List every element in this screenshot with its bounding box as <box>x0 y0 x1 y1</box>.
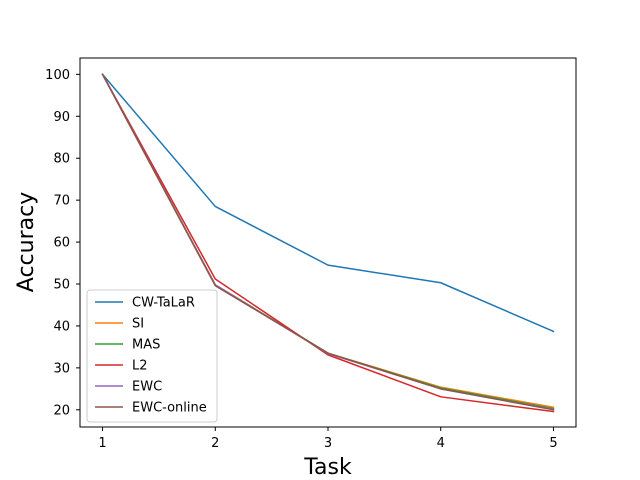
x-tick-label: 5 <box>549 436 557 451</box>
series-lines <box>101 73 555 413</box>
series-line-ewc-online <box>101 73 555 411</box>
x-axis-ticks: 1 2 3 4 5 <box>98 427 558 451</box>
y-tick-label: 70 <box>53 194 70 209</box>
y-tick-label: 90 <box>53 110 70 125</box>
legend-label: CW-TaLaR <box>132 296 195 311</box>
legend-label: MAS <box>132 338 160 353</box>
y-tick-label: 30 <box>53 361 70 376</box>
series-line-cw-talar <box>101 73 555 333</box>
y-tick-label: 60 <box>53 236 70 251</box>
y-axis-title: Accuracy <box>14 192 39 292</box>
x-tick-label: 2 <box>211 436 219 451</box>
x-axis-title: Task <box>303 455 352 480</box>
legend-label: L2 <box>132 359 148 374</box>
x-tick-label: 3 <box>324 436 332 451</box>
y-axis-ticks: 20 30 40 50 60 70 80 90 100 <box>45 68 80 418</box>
y-tick-label: 100 <box>45 68 70 83</box>
legend-label: EWC-online <box>132 401 207 416</box>
y-tick-label: 80 <box>53 152 70 167</box>
y-tick-label: 20 <box>53 403 70 418</box>
legend-label: SI <box>132 317 144 332</box>
y-tick-label: 50 <box>53 278 70 293</box>
y-tick-label: 40 <box>53 319 70 334</box>
x-tick-label: 4 <box>437 436 445 451</box>
legend-label: EWC <box>132 380 162 395</box>
x-tick-label: 1 <box>98 436 106 451</box>
legend: CW-TaLaR SI MAS L2 EWC EWC-online <box>86 289 218 423</box>
series-line-l2 <box>101 73 555 413</box>
